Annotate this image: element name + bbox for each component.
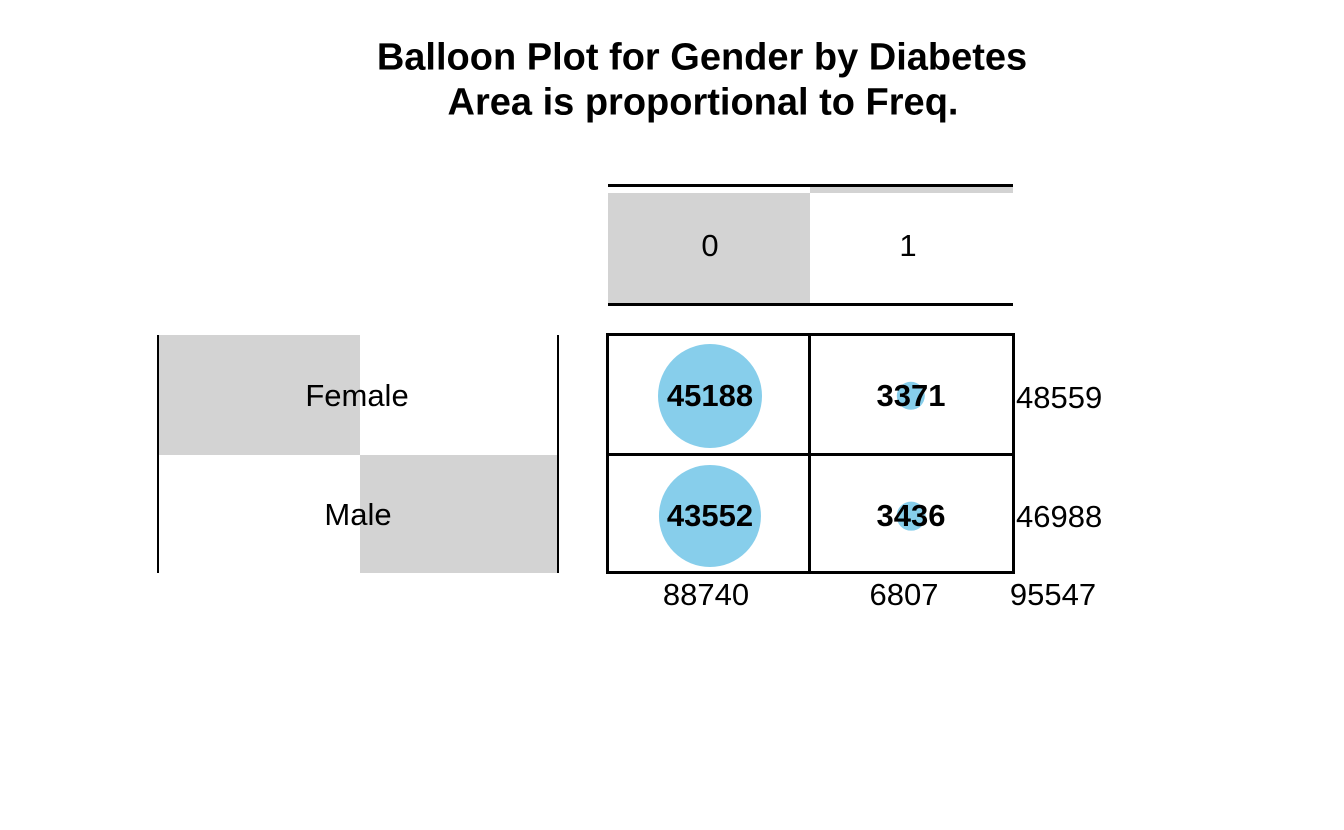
header-bottom-rule bbox=[608, 303, 1013, 306]
cell-value-female-1: 3371 bbox=[876, 378, 946, 413]
grand-total: 95547 bbox=[1009, 577, 1097, 612]
column-label-1: 1 bbox=[899, 228, 917, 263]
row-labels-right-rule bbox=[557, 335, 559, 573]
header-top-rule bbox=[608, 184, 1013, 187]
balloon-female-diabetes1 bbox=[896, 381, 926, 411]
cell-value-male-1: 3436 bbox=[876, 498, 946, 533]
row-label-male: Male bbox=[324, 497, 392, 532]
col-total-1: 6807 bbox=[869, 577, 939, 612]
balloon-female-diabetes0 bbox=[658, 344, 762, 448]
cell-value-male-0: 43552 bbox=[666, 498, 754, 533]
row-total-female: 48559 bbox=[1016, 380, 1103, 415]
table-row-divider bbox=[608, 453, 1013, 456]
row-total-male: 46988 bbox=[1016, 499, 1103, 534]
plot-subtitle: Area is proportional to Freq. bbox=[447, 81, 959, 124]
row-labels-left-rule bbox=[157, 335, 159, 573]
col-1-header-background bbox=[810, 187, 1013, 193]
row-label-female: Female bbox=[305, 378, 409, 413]
balloon-male-diabetes1 bbox=[896, 501, 926, 531]
col-total-0: 88740 bbox=[662, 577, 750, 612]
cell-value-female-0: 45188 bbox=[666, 378, 754, 413]
row-male-label-background bbox=[360, 455, 558, 573]
balloon-male-diabetes0 bbox=[658, 464, 762, 568]
column-label-0: 0 bbox=[701, 228, 719, 263]
row-female-label-background bbox=[159, 335, 360, 455]
col-0-header-background bbox=[608, 193, 810, 303]
plot-title: Balloon Plot for Gender by Diabetes bbox=[376, 36, 1028, 79]
